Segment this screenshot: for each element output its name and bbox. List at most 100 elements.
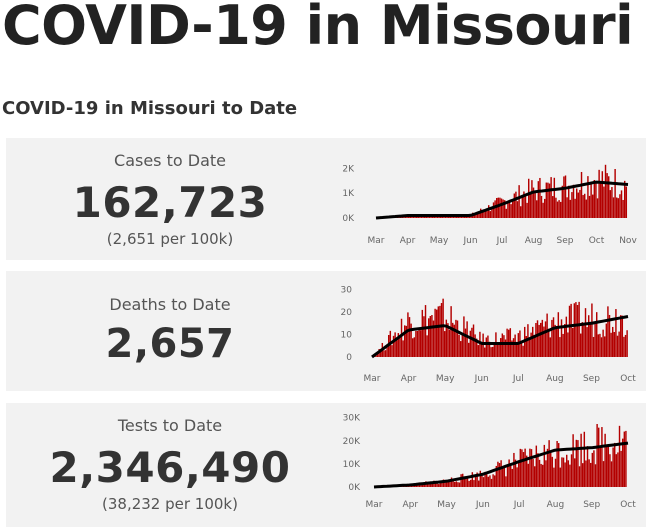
daily-bar: [546, 448, 549, 487]
daily-bar: [623, 431, 626, 487]
daily-bar: [490, 478, 493, 487]
daily-bar: [423, 316, 425, 357]
daily-bar: [544, 198, 546, 218]
deaths-card: Deaths to Date 2,657 0 10 20 30 Mar Apr May Jun…: [6, 271, 646, 391]
daily-bar: [402, 340, 404, 357]
daily-bar: [589, 322, 592, 357]
daily-bar: [459, 216, 461, 218]
daily-bar: [562, 333, 564, 357]
daily-bar: [506, 465, 509, 487]
daily-bar: [625, 186, 628, 218]
daily-bar: [492, 346, 494, 357]
daily-bar: [603, 186, 605, 218]
deaths-label: Deaths to Date: [109, 295, 231, 314]
daily-bar: [416, 330, 419, 357]
daily-bar: [488, 341, 491, 357]
daily-bar: [434, 308, 436, 357]
moving-average-line: [373, 441, 629, 489]
daily-bar: [617, 452, 619, 487]
daily-bar: [500, 338, 502, 357]
daily-bar: [407, 312, 409, 357]
daily-bar: [440, 303, 443, 357]
daily-bar: [536, 320, 539, 357]
cases-card: Cases to Date 162,723 (2,651 per 100k) 0…: [6, 138, 646, 260]
daily-bar: [508, 201, 511, 218]
ytick-label: 20: [341, 308, 353, 318]
daily-bar: [608, 176, 610, 218]
daily-bar: [569, 199, 572, 218]
daily-bar: [521, 197, 524, 218]
deaths-value: 2,657: [105, 321, 235, 367]
daily-bar: [588, 315, 590, 357]
daily-bar: [538, 324, 540, 357]
daily-bar: [455, 319, 457, 357]
daily-bar: [464, 328, 467, 357]
daily-bar: [536, 200, 538, 218]
daily-bar: [483, 210, 485, 218]
daily-bar: [612, 197, 615, 218]
daily-bar: [423, 484, 426, 487]
daily-bar: [610, 461, 613, 487]
daily-bar: [508, 459, 510, 487]
daily-bar: [419, 216, 421, 218]
daily-bar: [583, 323, 585, 357]
daily-bar: [577, 192, 580, 218]
daily-bar: [546, 313, 548, 357]
daily-bar: [521, 449, 523, 487]
daily-bar: [522, 345, 524, 357]
daily-bar: [566, 454, 568, 487]
daily-bar: [551, 456, 554, 487]
daily-bar: [518, 185, 520, 218]
section-title: COVID-19 in Missouri to Date: [2, 98, 298, 119]
daily-bar: [498, 342, 500, 357]
daily-bar: [573, 303, 576, 357]
daily-bar: [415, 485, 418, 487]
daily-bar: [403, 216, 405, 218]
daily-bar: [557, 312, 560, 357]
daily-bar: [540, 195, 543, 218]
daily-bar: [593, 179, 596, 218]
daily-bar: [420, 330, 422, 357]
daily-bar: [498, 463, 501, 487]
xtick-label: Jun: [474, 374, 489, 384]
daily-bar: [596, 198, 599, 218]
daily-bar: [427, 216, 429, 218]
daily-bar: [478, 480, 480, 487]
daily-bar: [594, 323, 596, 357]
daily-bar: [549, 337, 552, 357]
daily-bar: [540, 322, 542, 357]
daily-bar: [394, 332, 396, 357]
xtick-label: Mar: [368, 236, 385, 246]
daily-bar: [520, 206, 522, 218]
ytick-label: 30K: [343, 414, 361, 424]
xtick-label: Aug: [547, 500, 565, 510]
daily-bar: [417, 484, 419, 487]
daily-bar: [584, 308, 587, 357]
daily-bar: [456, 320, 459, 357]
daily-bar: [480, 344, 483, 357]
daily-bar: [530, 332, 532, 357]
daily-bar: [458, 482, 461, 487]
daily-bar: [463, 316, 465, 357]
daily-bar: [554, 458, 557, 487]
daily-bar: [440, 216, 442, 218]
daily-bar: [447, 323, 449, 357]
daily-bar: [412, 338, 414, 357]
daily-bar: [605, 323, 608, 357]
ytick-label: 1K: [342, 189, 355, 199]
daily-bar: [413, 337, 416, 357]
daily-bar: [602, 329, 604, 357]
daily-bar: [492, 474, 494, 487]
daily-bar: [443, 216, 445, 218]
daily-bar: [584, 193, 586, 218]
daily-bar: [622, 438, 624, 487]
daily-bar: [380, 350, 382, 357]
tests-label: Tests to Date: [117, 416, 223, 435]
daily-bar: [520, 343, 523, 357]
daily-bar: [504, 200, 506, 218]
daily-bar: [445, 319, 448, 357]
daily-bar: [568, 185, 570, 218]
daily-bar: [610, 332, 612, 357]
daily-bar: [460, 341, 462, 357]
daily-bar: [556, 201, 559, 218]
